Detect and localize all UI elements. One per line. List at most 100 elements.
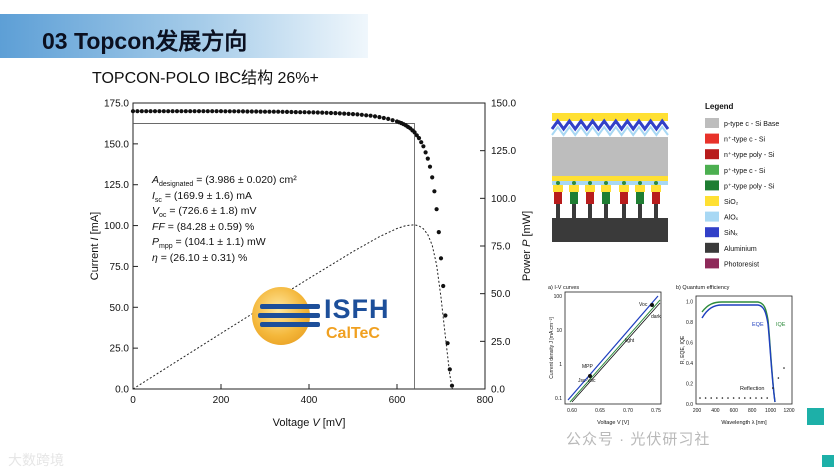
right-tick-label: 50.0: [491, 289, 511, 300]
iv-data-point: [293, 110, 298, 115]
iv-data-point: [302, 110, 307, 115]
iv-data-point: [350, 112, 356, 117]
inset-b-reflection-point: [760, 397, 763, 399]
inset-b-reflection-point: [749, 397, 752, 399]
parameter-line: Pmpp = (104.1 ± 1.1) mW: [152, 236, 266, 250]
iv-data-point: [342, 111, 347, 116]
inset-b-reflection-point: [732, 397, 735, 399]
contact-finger: [604, 204, 608, 218]
iv-data-point: [289, 109, 294, 115]
iv-data-point: [130, 109, 136, 114]
right-tick-label: 25.0: [491, 337, 511, 348]
x-axis-ticks: 0 200 400 600 800: [130, 384, 494, 406]
contact-poly: [636, 192, 644, 204]
inset-b-reflection-point: [744, 397, 746, 399]
parameter-symbol: V: [152, 205, 160, 217]
parameter-line: FF = (84.28 ± 0.59) %: [152, 221, 254, 233]
logo-caltec-text: CalTeC: [326, 325, 380, 342]
contact-poly: [554, 192, 562, 204]
legend-label: p-type c - Si Base: [724, 121, 779, 128]
contact-dot: [622, 181, 626, 185]
iv-data-point: [174, 109, 180, 114]
x-tick-label: 600: [389, 395, 406, 406]
iv-data-point: [157, 109, 162, 114]
left-tick-label: 0.0: [115, 385, 129, 396]
inset-a-light-curve: [567, 295, 659, 401]
iv-data-point: [416, 136, 422, 141]
legend-swatch: [705, 133, 719, 144]
silicon-base: [552, 137, 668, 179]
parameter-symbol: η: [152, 251, 158, 264]
iv-data-point: [381, 115, 386, 121]
contact-finger: [572, 204, 576, 218]
parameter-symbol: A: [152, 174, 160, 186]
aluminium-layer: [552, 218, 668, 230]
contact-poly: [652, 192, 660, 204]
iv-data-point: [267, 109, 272, 114]
inset-b-x-tick: 1000: [765, 408, 776, 414]
isfh-logo: ISFH CalTeC: [240, 287, 390, 357]
iv-data-point: [423, 150, 428, 155]
inset-b-y-tick: 0.0: [686, 402, 693, 408]
right-axis-label: Power P [mW]: [521, 211, 533, 281]
right-tick-label: 125.0: [491, 146, 516, 157]
slide-title: 03 Topcon发展方向: [42, 28, 248, 54]
x-tick-label: 800: [477, 395, 494, 406]
contact-poly: [570, 192, 578, 204]
left-axis-ticks: 0.0 25.0 50.0 75.0 100.0 125.0 150.0 175.0: [104, 99, 138, 396]
iv-data-point: [188, 109, 193, 114]
inset-a-y-tick: 100: [554, 294, 563, 300]
parameter-subscript: designated: [159, 181, 194, 189]
legend-items: p-type c - Si Base n⁺-type c - Si n⁺-type …: [705, 118, 779, 269]
legend-swatch: [705, 242, 719, 253]
iv-data-point: [355, 112, 360, 117]
contact-dot: [572, 181, 576, 185]
slide-subtitle: TOPCON-POLO IBC结构 26%+: [92, 70, 319, 87]
iv-data-point: [144, 109, 149, 114]
inset-b-reflection-point: [716, 397, 718, 399]
iv-data-point: [284, 109, 290, 114]
legend-label: p⁺-type poly - Si: [724, 182, 775, 190]
inset-b-reflection-point: [772, 387, 774, 389]
left-axis-label: Current I [mA]: [89, 212, 101, 280]
inset-b-frame: [695, 295, 793, 405]
right-tick-label: 100.0: [491, 194, 516, 205]
iv-data-point: [249, 109, 254, 114]
ibc-cross-section: [550, 113, 670, 242]
inset-b-reflection-point: [721, 397, 724, 399]
left-tick-label: 125.0: [104, 180, 129, 191]
parameter-symbol: I: [152, 189, 155, 202]
iv-data-point: [245, 109, 250, 114]
iv-data-point: [210, 109, 215, 114]
iv-data-point: [447, 367, 452, 372]
parameter-value: = (84.28 ± 0.59) %: [164, 220, 255, 233]
contact-dot: [654, 181, 658, 185]
iv-data-point: [311, 110, 316, 115]
parameter-symbol: P: [152, 236, 160, 248]
parameter-value: = (726.6 ± 1.8) mV: [166, 205, 257, 217]
inset-b-eqe-curve: [701, 304, 776, 403]
iv-data-point: [227, 109, 232, 114]
parameter-value: = (169.9 ± 1.6) mA: [161, 189, 253, 202]
contact-oxide: [585, 185, 595, 192]
iv-data-point: [436, 230, 441, 235]
iv-data-point: [276, 109, 281, 114]
legend-label: n⁺-type poly - Si: [724, 151, 775, 159]
iv-data-point: [386, 116, 391, 121]
inset-b-x-tick: 1200: [783, 408, 794, 414]
iv-data-point: [320, 110, 325, 115]
inset-b-reflection-point: [777, 377, 780, 379]
parameter-subscript: oc: [159, 212, 167, 220]
inset-b-y-tick: 0.2: [686, 382, 693, 388]
inset-a-dark-curve: [571, 302, 661, 403]
legend-label: SiNₓ: [724, 230, 738, 237]
x-tick-label: 0: [130, 395, 136, 406]
legend-label: SiO₂: [724, 199, 739, 206]
iv-data-point: [254, 109, 259, 114]
iv-data-point: [232, 109, 237, 114]
inset-b-reflection-point: [755, 397, 757, 399]
inset-b-y-tick: 1.0: [686, 300, 693, 306]
parameter-value: = (26.10 ± 0.31) %: [157, 251, 248, 264]
iv-data-point: [262, 109, 268, 114]
